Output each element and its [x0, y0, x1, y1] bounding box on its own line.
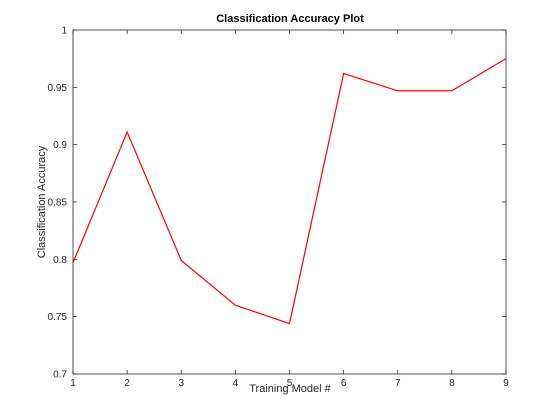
x-tick-label: 9	[503, 378, 509, 389]
y-tick-label: 1	[61, 26, 67, 37]
y-tick-label: 0.7	[53, 370, 67, 381]
y-tick-label: 0.9	[53, 140, 67, 151]
y-axis-label: Classification Accuracy	[36, 145, 48, 258]
y-tick-label: 0.95	[48, 83, 68, 94]
x-tick-label: 4	[233, 378, 239, 389]
x-tick-label: 8	[449, 378, 455, 389]
chart-title: Classification Accuracy Plot	[216, 13, 364, 25]
x-tick-label: 3	[178, 378, 184, 389]
x-tick-label: 2	[124, 378, 130, 389]
x-tick-label: 5	[287, 378, 293, 389]
x-tick-label: 1	[70, 378, 76, 389]
y-tick-label: 0.85	[48, 198, 68, 209]
series-line	[72, 58, 507, 325]
x-tick-label: 6	[341, 378, 347, 389]
y-tick-label: 0.8	[53, 255, 67, 266]
x-axis-label: Training Model #	[249, 383, 331, 395]
x-tick-label: 7	[395, 378, 401, 389]
y-tick-label: 0.75	[48, 312, 68, 323]
plot-area: 1 2 3 4 5 6 7 8 9 0.7 0.75 0.8 0.85 0.9 0.95 1	[48, 26, 510, 390]
